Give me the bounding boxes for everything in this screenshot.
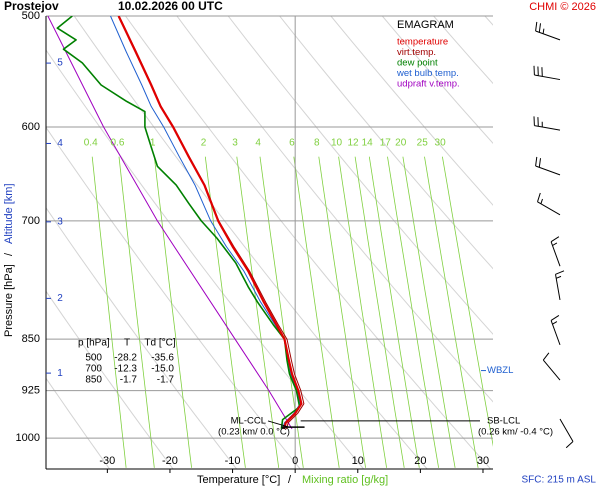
wind-barb [550,314,561,346]
x-axis-label-2: Mixing ratio [g/kg] [302,474,388,486]
wind-barb [542,352,561,381]
altitude-tick-label: 3 [57,216,63,227]
y-axis-title: Pressure [hPa] / Altitude [km] [3,183,15,337]
legend-entry: virt.temp. [397,47,436,58]
mixing-ratio-label: 10 [331,138,343,149]
annotation-detail: (0.26 km/ -0.4 °C) [478,426,553,437]
profiles [47,16,305,430]
x-tick-label: 0 [292,455,298,467]
labels: 0.4 0.6 1 2 3 4 6 8 10 12 14 17 20 25 3050060070085092… [16,10,554,467]
mixing-ratio-label: 0.4 [84,138,98,149]
table-cell: -1.7 [157,375,175,386]
table-header: p [hPa] [78,338,110,349]
mixing-ratio-label: 2 [201,138,207,149]
x-tick-label: 20 [414,455,426,467]
dry-adiabat [278,16,493,270]
dry-adiabat [176,16,493,403]
x-axis-label: Temperature [°C] [197,474,280,486]
y-tick-label: 925 [22,385,40,397]
mixing-ratio-label: 17 [380,138,392,149]
mixing-ratio-label: 8 [314,138,320,149]
wind-barb [533,65,561,81]
annotation-detail: (0.23 km/ 0.0 °C) [218,426,290,437]
y-tick-label: 1000 [16,432,40,444]
y-tick-label: 700 [22,215,40,227]
x-tick-label: -10 [225,455,241,467]
x-tick-label: -20 [162,455,178,467]
mixing-ratio-label: 14 [362,138,374,149]
profile-line [56,16,301,430]
altitude-tick-label: 5 [57,58,63,69]
y-axis-label-2: Altitude [km] [3,183,15,244]
table-cell: -12.3 [114,364,137,375]
wind-barb [535,156,561,176]
wind-barb [535,21,561,41]
mixing-ratio-label: 0.6 [111,138,125,149]
dry-adiabat [46,126,301,469]
dry-adiabat [73,16,428,469]
annotation-leader [267,420,290,428]
dry-adiabat [330,16,493,206]
table-cell: -1.7 [120,375,138,386]
altitude-tick-label: 2 [57,293,63,304]
table-cell: -15.0 [151,364,174,375]
chart-title: Prostejov [4,0,59,13]
table-cell: -35.6 [151,353,174,364]
wind-barb [559,418,574,449]
mixing-ratio-label: 6 [289,138,295,149]
legend-entry: temperature [397,37,448,48]
chart-subtitle: 10.02.2026 00 UTC [118,0,223,13]
table-header: T [124,338,130,349]
mixing-ratio-label: 30 [435,138,447,149]
x-tick-label: 10 [352,455,364,467]
legend-title: EMAGRAM [397,19,454,31]
y-tick-label: 850 [22,333,40,345]
y-tick-label: 600 [22,121,40,133]
mixing-ratio-label: 20 [395,138,407,149]
x-axis-separator: / [288,474,292,486]
profile-line [117,16,303,430]
dry-adiabat [227,16,493,335]
altitude-tick-label: 4 [57,138,63,149]
dry-adiabat [124,16,492,469]
surface-label: SFC: 215 m ASL [522,475,597,486]
wind-barb [550,236,561,267]
table-cell: -28.2 [114,353,137,364]
wind-barb [555,270,565,301]
mixing-ratio-label: 25 [417,138,429,149]
annotation: SB-LCL [487,415,520,426]
altitude-tick-label: 1 [57,368,63,379]
table-cell: 700 [85,364,102,375]
table-header: Td [°C] [144,338,175,349]
legend-entry: wet bulb temp. [396,68,459,79]
profile-line [47,16,293,430]
wind-barb [537,192,561,216]
legend-entry: dew point [397,58,438,69]
annotation: WBZL [487,365,513,376]
table-cell: 500 [85,353,102,364]
mixing-ratio-label: 4 [255,138,261,149]
wind-barb [533,116,561,131]
profile-line [110,16,301,430]
mixing-ratio-label: 1 [150,138,156,149]
x-tick-label: 30 [477,455,489,467]
table-cell: 850 [85,375,102,386]
mixing-ratio-label: 3 [232,138,238,149]
annotation: ML-CCL [231,415,266,426]
x-tick-label: -30 [99,455,115,467]
dry-adiabat [46,206,238,469]
mixing-ratio-label: 12 [347,138,359,149]
dry-adiabat [46,290,174,469]
y-axis-separator: / [3,252,15,256]
y-tick-label: 500 [22,10,40,22]
dry-adiabat [46,49,365,469]
dry-adiabat [46,377,111,469]
y-axis-label: Pressure [hPa] [3,264,15,337]
credit: CHMI © 2026 [529,1,596,13]
dry-adiabat [381,16,493,145]
grid [45,15,493,473]
legend-entry: udpraft v.temp. [397,79,460,90]
